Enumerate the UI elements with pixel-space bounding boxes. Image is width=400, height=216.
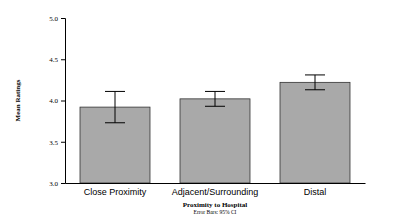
x-axis-line <box>66 183 366 184</box>
y-tick: 3.5 <box>49 138 65 146</box>
y-axis-line <box>61 19 66 184</box>
y-tick-label: 3.5 <box>49 138 58 146</box>
y-tick-label: 4.0 <box>49 97 58 105</box>
y-tick-label: 5.0 <box>49 15 58 23</box>
y-tick-label: 3.0 <box>49 180 58 188</box>
y-tick-label: 4.5 <box>49 56 58 64</box>
annotation: Error Bars: 95% CI <box>194 209 237 215</box>
error-bar <box>305 75 325 90</box>
y-axis: 3.0 3.5 4.0 4.5 5.0 <box>49 15 65 188</box>
bar <box>280 82 350 183</box>
error-bar-line <box>305 75 325 90</box>
y-tick-mark <box>61 183 65 184</box>
error-bar <box>105 91 125 122</box>
bar <box>180 99 250 183</box>
y-tick: 5.0 <box>49 15 65 23</box>
plot: 3.0 3.5 4.0 4.5 5.0 Close Proximity Adjacent/S… <box>49 15 365 198</box>
x-tick: Close Proximity <box>84 187 147 197</box>
y-tick-mark <box>61 59 65 60</box>
y-tick-mark <box>61 18 65 19</box>
y-tick: 3.0 <box>49 180 65 188</box>
marks <box>80 75 350 183</box>
error-bar <box>205 91 225 106</box>
x-axis-title: Proximity to Hospital <box>183 201 247 209</box>
x-axis: Close Proximity Adjacent/Surrounding Dista… <box>66 184 366 198</box>
x-tick-label: Adjacent/Surrounding <box>172 187 259 197</box>
error-bar-line <box>105 91 125 122</box>
x-tick-label: Close Proximity <box>84 187 147 197</box>
y-axis-title: Mean Ratings <box>14 79 22 121</box>
error-bar-line <box>205 91 225 106</box>
x-tick-label: Distal <box>304 187 327 197</box>
y-tick: 4.0 <box>49 97 65 105</box>
y-tick-mark <box>61 142 65 143</box>
x-tick: Distal <box>304 187 327 197</box>
x-tick: Adjacent/Surrounding <box>172 187 259 197</box>
y-tick: 4.5 <box>49 56 65 64</box>
chart: 3.0 3.5 4.0 4.5 5.0 Close Proximity Adjacent/S… <box>0 0 400 216</box>
y-tick-mark <box>61 101 65 102</box>
